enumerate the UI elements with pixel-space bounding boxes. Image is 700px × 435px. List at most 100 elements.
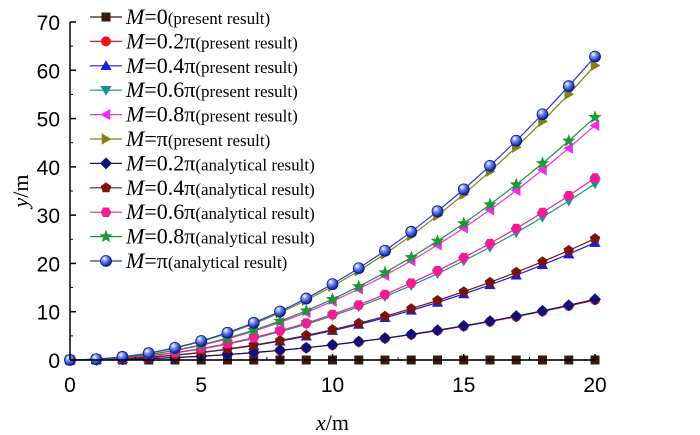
data-point [405, 225, 418, 238]
data-point [326, 338, 339, 351]
legend-marker [101, 133, 112, 145]
legend-marker [100, 157, 112, 170]
legend-label: M=0.2π(analytical result) [125, 150, 315, 175]
legend-label: M=0.4π(analytical result) [125, 175, 315, 200]
y-tick-label: 20 [37, 253, 60, 276]
data-point [379, 244, 391, 257]
data-point [248, 332, 260, 343]
data-point [247, 316, 260, 329]
x-axis-label: x/m [315, 410, 349, 435]
data-point [484, 276, 496, 287]
data-point [195, 335, 208, 347]
legend-marker [101, 12, 111, 22]
legend-label: M=0.2π(present result) [125, 28, 298, 53]
y-tick-label: 60 [37, 60, 60, 83]
data-point [326, 278, 339, 291]
y-axis-label: y/m [8, 175, 33, 210]
legend-marker [100, 85, 112, 96]
data-point [431, 205, 444, 218]
data-point [432, 295, 443, 305]
data-point [484, 315, 496, 328]
legend-marker [100, 108, 111, 121]
data-point [301, 329, 312, 340]
data-point [535, 156, 550, 170]
data-point [589, 173, 601, 183]
legend-label: M=0.6π(present result) [125, 77, 298, 102]
data-point [327, 324, 338, 335]
data-point [405, 328, 418, 341]
data-point [483, 197, 497, 211]
data-point [353, 317, 364, 328]
data-point [300, 318, 312, 328]
legend-marker [99, 229, 113, 243]
data-point [562, 133, 576, 147]
legend-item-10: M=π(analytical result) [90, 248, 287, 273]
data-point [379, 332, 391, 345]
legend-marker [100, 60, 112, 71]
data-point [379, 310, 391, 321]
data-point [352, 279, 366, 293]
y-tick-label: 50 [37, 109, 60, 132]
data-point [273, 314, 287, 327]
data-point [352, 335, 365, 348]
data-point [299, 303, 313, 317]
x-tick-label: 20 [583, 374, 606, 397]
data-point [221, 326, 234, 339]
x-tick-label: 10 [321, 374, 344, 397]
data-point [589, 119, 600, 131]
data-point [590, 59, 601, 72]
data-point [537, 256, 548, 267]
data-point [537, 207, 548, 218]
legend-item-6: M=0.2π(analytical result) [90, 150, 315, 175]
legend-marker [100, 182, 112, 193]
data-point [378, 265, 392, 279]
data-point [379, 289, 391, 300]
data-point [300, 341, 313, 354]
y-tick-label: 40 [37, 157, 60, 180]
data-point [484, 238, 496, 249]
data-point [589, 293, 601, 306]
legend-item-4: M=0.8π(present result) [90, 102, 298, 127]
data-point [353, 300, 365, 310]
data-point [431, 324, 444, 337]
data-point [142, 347, 155, 360]
legend-item-0: M=0(present result) [90, 4, 270, 29]
legend-item-8: M=0.6π(analytical result) [90, 199, 315, 224]
data-point [536, 304, 549, 317]
legend-label: M=0.4π(present result) [125, 53, 298, 78]
data-point [511, 266, 522, 277]
data-point [274, 335, 286, 346]
x-tick-label: 5 [195, 374, 207, 397]
legend-item-2: M=0.4π(present result) [90, 53, 298, 78]
y-tick-label: 10 [37, 302, 60, 325]
legend-label: M=0.8π(present result) [125, 102, 298, 127]
data-point [536, 108, 549, 121]
data-point [562, 80, 575, 93]
data-point [458, 286, 469, 297]
legend-marker [101, 36, 111, 47]
data-point [484, 159, 496, 172]
legend-label: M=π(present result) [125, 126, 270, 151]
data-point [90, 353, 103, 366]
data-point [562, 299, 575, 312]
data-point [274, 326, 286, 336]
data-point [457, 319, 470, 332]
data-point [588, 110, 602, 123]
data-point [589, 50, 601, 63]
data-point [458, 252, 470, 263]
data-point [563, 142, 573, 154]
legend-item-3: M=0.6π(present result) [90, 77, 298, 102]
data-point [300, 292, 313, 305]
legend-item-5: M=π(present result) [90, 126, 270, 151]
data-point [589, 233, 601, 244]
data-point [274, 305, 286, 318]
data-point [510, 223, 522, 234]
data-point [430, 234, 445, 247]
legend-label: M=0(present result) [125, 4, 270, 29]
legend-item-9: M=0.8π(analytical result) [90, 224, 315, 249]
data-point [406, 303, 417, 314]
legend-marker [100, 255, 112, 267]
data-point [116, 351, 129, 363]
y-tick-label: 30 [37, 205, 60, 228]
